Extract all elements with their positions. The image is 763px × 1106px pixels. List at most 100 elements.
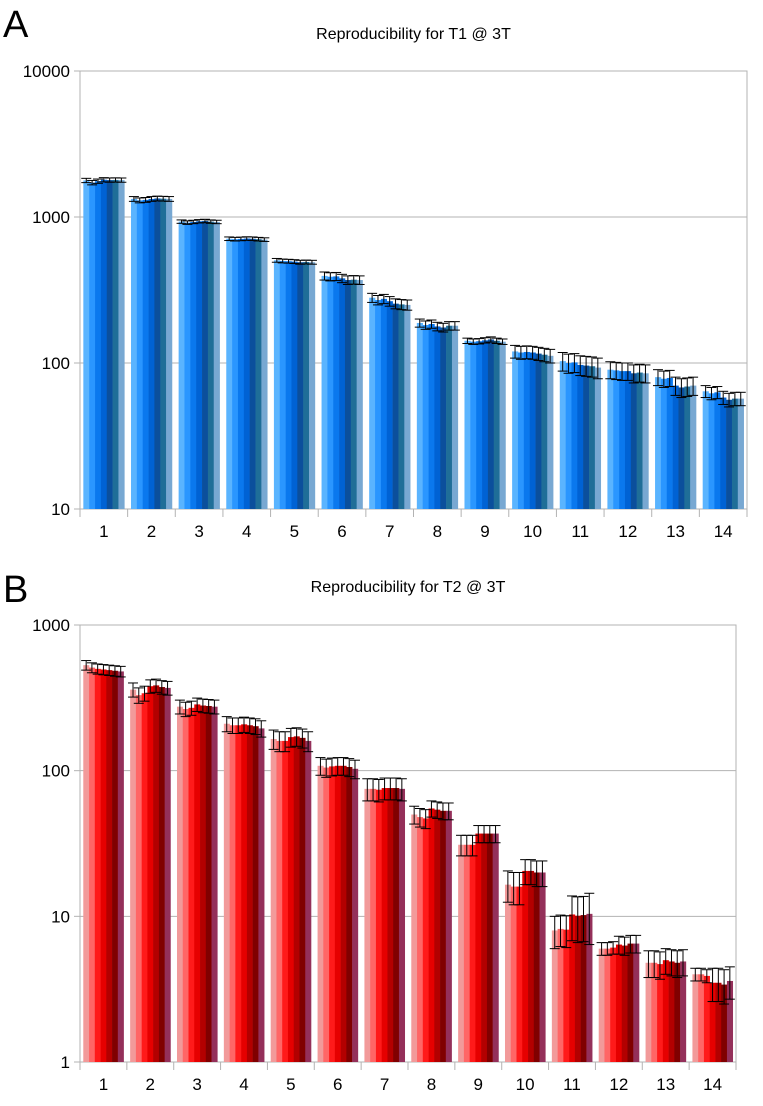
error-bar [592, 357, 603, 380]
bar [392, 303, 399, 509]
error-bar [368, 778, 379, 802]
error-bar [221, 716, 232, 733]
x-tick-label: 14 [703, 1075, 722, 1094]
error-bar [719, 969, 730, 1005]
bar [229, 725, 236, 1062]
bar [258, 728, 265, 1062]
bar [196, 221, 203, 509]
bar [569, 914, 576, 1062]
bar [309, 262, 316, 509]
bar [112, 670, 119, 1062]
x-tick-label: 14 [714, 522, 733, 541]
bar [522, 870, 529, 1062]
x-tick-label: 13 [666, 522, 685, 541]
bar [305, 740, 312, 1062]
error-bar [563, 353, 574, 374]
bar [464, 340, 471, 509]
x-tick-label: 8 [433, 522, 442, 541]
bar [350, 279, 357, 509]
bar [346, 766, 353, 1062]
bar [645, 962, 652, 1062]
bar [323, 767, 330, 1062]
bar [340, 765, 347, 1062]
panel-label-a: A [3, 4, 29, 46]
bar [291, 261, 298, 509]
error-bar [718, 390, 729, 405]
bar [615, 944, 623, 1062]
x-tick-label: 1 [99, 1075, 108, 1094]
error-bar [575, 355, 586, 377]
error-bar [414, 318, 425, 328]
error-bar [81, 660, 92, 671]
bar [446, 325, 453, 509]
error-bar [116, 177, 127, 183]
bar [589, 366, 596, 509]
bar [237, 238, 245, 509]
bar [662, 960, 669, 1062]
bar [486, 833, 493, 1062]
bar [303, 261, 310, 509]
bar [329, 766, 336, 1062]
bar [95, 181, 102, 509]
y-tick-label: 1 [61, 1053, 70, 1072]
error-bar [485, 336, 496, 343]
error-bar [289, 259, 300, 265]
bar [563, 929, 570, 1062]
bar [528, 870, 535, 1062]
error-bar [162, 680, 173, 696]
error-bar [139, 685, 150, 702]
error-bar [432, 321, 443, 332]
bar [417, 817, 424, 1062]
error-bar [384, 296, 395, 307]
bar [327, 276, 334, 509]
error-bar [203, 699, 214, 714]
error-bar [701, 969, 712, 984]
bar [223, 723, 230, 1062]
bar [416, 322, 423, 509]
bar [619, 371, 626, 509]
error-bar [271, 257, 282, 263]
bar [517, 352, 525, 509]
bar [112, 179, 119, 509]
bar [207, 221, 215, 509]
y-tick-label: 10000 [23, 62, 70, 81]
panel-label-b: B [3, 569, 29, 611]
bar [381, 788, 388, 1062]
bar [235, 725, 242, 1062]
error-bar [291, 727, 302, 747]
bar [698, 974, 705, 1062]
bar [184, 222, 191, 510]
error-bar [502, 870, 513, 903]
bar [547, 355, 554, 509]
error-bar [354, 275, 365, 285]
bar [493, 340, 500, 509]
error-bar [326, 757, 337, 777]
error-bar [654, 951, 665, 980]
error-bar [244, 717, 255, 734]
bar [672, 385, 679, 509]
bar [261, 239, 268, 509]
bar [684, 386, 691, 509]
error-bar [315, 757, 326, 776]
error-bar [688, 376, 699, 396]
error-bar [602, 942, 613, 956]
bar [499, 341, 506, 509]
bar [213, 221, 220, 510]
error-bar [567, 895, 577, 942]
bar [276, 740, 283, 1062]
y-tick-label: 100 [42, 762, 70, 781]
bar [370, 788, 377, 1062]
error-bar [514, 871, 525, 906]
x-tick-label: 6 [337, 522, 346, 541]
bar [297, 262, 304, 509]
bar [666, 377, 673, 509]
bar [287, 737, 295, 1062]
error-bar [209, 699, 220, 715]
error-bar [92, 663, 103, 675]
error-bar [649, 950, 660, 979]
error-bar [390, 298, 401, 310]
x-tick-label: 10 [523, 522, 542, 541]
bar [463, 844, 470, 1062]
bar [678, 387, 685, 509]
error-bar [622, 362, 633, 381]
